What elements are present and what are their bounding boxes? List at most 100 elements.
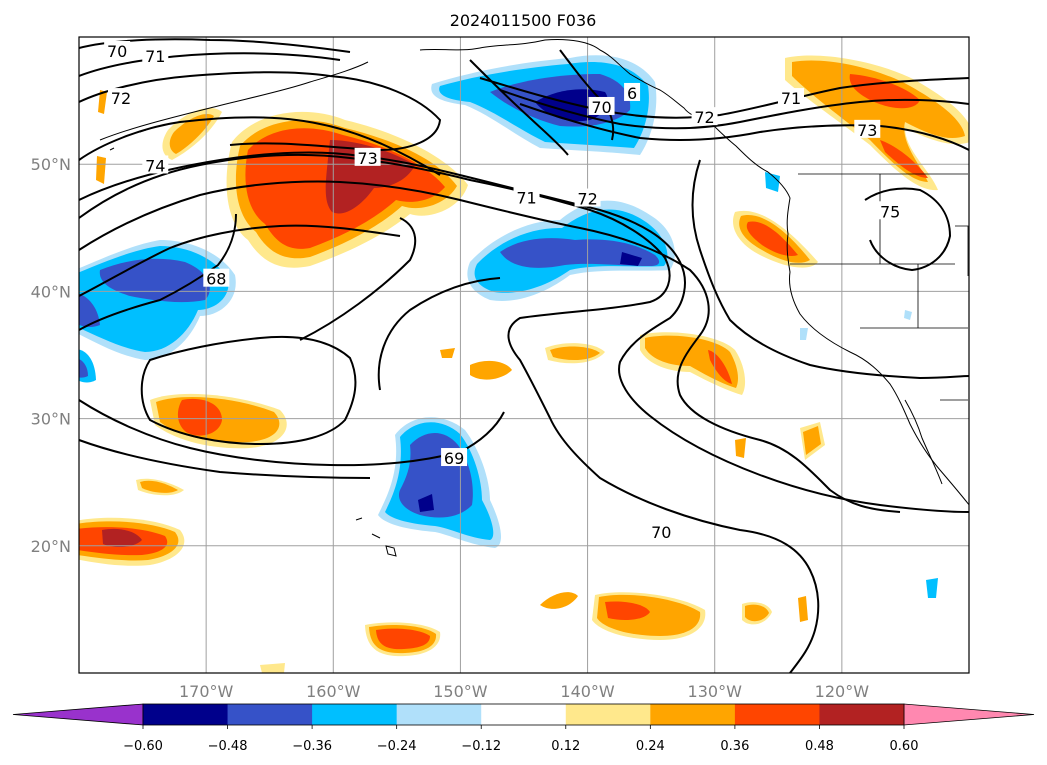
contour-label: 69 — [444, 449, 464, 468]
contour-71-north — [79, 52, 341, 77]
colorbar-label: 0.36 — [720, 739, 749, 754]
colorbar-label: −0.36 — [292, 739, 332, 754]
map-background — [79, 37, 969, 673]
contour-ridge — [299, 217, 417, 341]
contour-jet-2 — [499, 89, 969, 130]
positive-anomaly-nw — [96, 90, 222, 184]
contour-label: 70 — [651, 523, 671, 542]
contour-68 — [79, 213, 237, 331]
lon-tick-label: 120°W — [815, 682, 870, 701]
colorbar-segment — [481, 704, 567, 725]
contour-label-bg — [877, 201, 904, 220]
colorbar-segment — [819, 704, 905, 725]
colorbar-segment — [312, 704, 398, 725]
colorbar-segment — [650, 704, 736, 725]
colorbar-over-arrow — [903, 703, 1035, 726]
colorbar-segment — [565, 704, 651, 725]
contour-75 — [864, 187, 952, 272]
positive-anomaly-30n — [136, 393, 287, 496]
positive-anomaly-gulf — [226, 111, 468, 268]
figure-title: 2024011500 F036 — [450, 11, 597, 30]
contour-label-bg — [354, 147, 381, 166]
colorbar: −0.60 −0.48 −0.36 −0.24 −0.12 0.12 0.24 0.36 0.4… — [12, 703, 1035, 754]
contour-label-bg — [778, 88, 804, 107]
contour-low-30n — [140, 335, 357, 446]
contour-label-bg — [203, 268, 230, 287]
contour-label: 70 — [107, 42, 127, 61]
contour-label-bg — [441, 448, 468, 467]
colorbar-segment — [143, 704, 229, 725]
lon-tick-label: 130°W — [688, 682, 743, 701]
contour-label-bg — [588, 96, 615, 115]
contour-label: 6 — [627, 84, 637, 103]
colorbar-under-arrow — [12, 703, 144, 726]
contour-trough — [377, 277, 501, 391]
contour-70-south — [79, 439, 371, 479]
contour-label: 71 — [516, 188, 536, 207]
colorbar-label: 0.24 — [636, 739, 665, 754]
map-panel: 70 71 72 74 73 71 72 68 69 70 70 6 72 71 73 75 — [78, 36, 970, 674]
colorbar-outline — [142, 703, 905, 726]
contour-labels: 70 71 72 74 73 71 72 68 69 70 70 6 72 71 73 75 — [104, 40, 904, 542]
contour-label: 72 — [694, 108, 714, 127]
lon-tick-label: 170°W — [179, 682, 234, 701]
contour-alaska-1 — [469, 59, 569, 156]
map-gridlines — [79, 37, 969, 673]
contour-74 — [79, 116, 441, 176]
contour-label-bg — [107, 88, 134, 107]
lon-tick-label: 140°W — [560, 682, 615, 701]
contour-label: 70 — [591, 98, 611, 117]
contour-jet-3 — [519, 103, 969, 151]
contour-label-bg — [513, 187, 540, 206]
colorbar-label: −0.24 — [377, 739, 417, 754]
alaska-bc-coast — [419, 39, 769, 173]
colorbar-label: −0.48 — [208, 739, 248, 754]
contour-label: 73 — [357, 149, 377, 168]
contour-label: 71 — [781, 89, 801, 108]
map-frame — [78, 36, 970, 674]
contour-label: 73 — [857, 121, 877, 140]
contour-label-bg — [624, 82, 641, 101]
contour-label: 75 — [880, 202, 900, 221]
contour-label-bg — [574, 188, 601, 207]
contour-label: 72 — [111, 89, 131, 108]
longitude-tick-labels: 170°W 160°W 150°W 140°W 130°W 120°W — [179, 682, 869, 701]
contour-72-main — [79, 180, 901, 513]
lat-tick-label: 20°N — [31, 537, 71, 556]
negative-anomaly-small — [765, 172, 938, 598]
negative-anomaly-40n-140w — [467, 200, 675, 301]
lat-tick-label: 40°N — [31, 282, 71, 301]
contour-72-north — [79, 71, 442, 152]
lat-tick-label: 50°N — [31, 155, 71, 174]
contour-label: 68 — [206, 270, 226, 289]
lon-tick-label: 150°W — [433, 682, 488, 701]
positive-anomaly-pnw — [732, 210, 818, 268]
colorbar-label: −0.12 — [461, 739, 501, 754]
hawaii-islands — [355, 517, 397, 557]
colorbar-segment — [227, 704, 313, 725]
contour-label: 72 — [577, 190, 597, 209]
lat-tick-label: 30°N — [31, 410, 71, 429]
contour-label-bg — [104, 40, 131, 59]
contour-label-bg — [142, 155, 169, 174]
aleutian-coast — [99, 61, 369, 141]
colorbar-label: 0.60 — [890, 739, 919, 754]
positive-anomaly-south — [260, 592, 808, 673]
contour-label-bg — [648, 521, 675, 540]
colorbar-label: 0.48 — [805, 739, 834, 754]
contour-label-bg — [691, 107, 718, 126]
west-coast — [767, 171, 969, 506]
colorbar-label: −0.60 — [123, 739, 163, 754]
colorbar-segment — [734, 704, 820, 725]
contour-ridge-east — [691, 159, 969, 380]
lon-tick-label: 160°W — [306, 682, 361, 701]
colorbar-label: 0.12 — [551, 739, 580, 754]
contour-label-bg — [142, 46, 169, 65]
contour-69 — [79, 224, 401, 297]
contour-label-bg — [854, 119, 881, 138]
colorbar-segment — [396, 704, 482, 725]
contour-label: 74 — [145, 156, 165, 175]
baja-coast — [904, 399, 943, 485]
contour-jet-1 — [479, 77, 969, 119]
